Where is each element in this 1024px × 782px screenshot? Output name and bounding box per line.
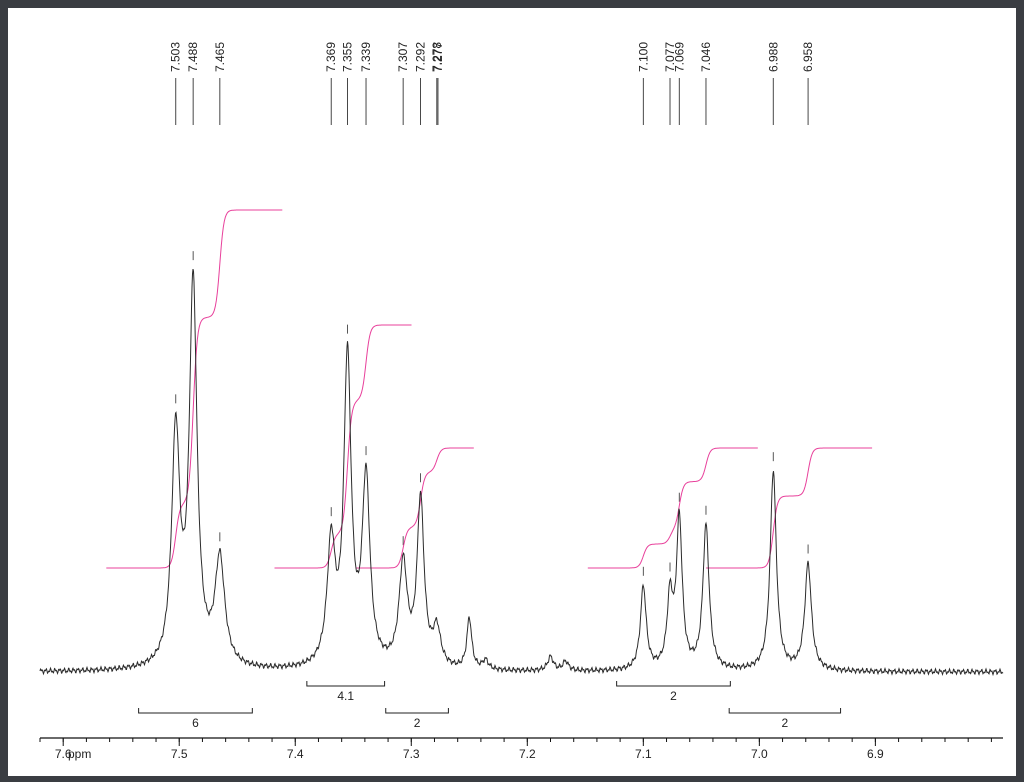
integral-value-label: 2 xyxy=(414,716,421,730)
x-axis-tick-label: 7.0 xyxy=(751,747,768,761)
x-axis: 7.6 7.5 7.4 7.3 7.2 7.1 7.0 6.9 ppm xyxy=(39,737,1003,761)
peak-label-text: 7.100 xyxy=(636,42,650,72)
integral-bracket xyxy=(728,708,842,714)
integral-curve xyxy=(355,447,474,569)
peak-label-text: 7.503 xyxy=(169,42,183,72)
x-axis-unit-label: ppm xyxy=(68,747,91,761)
integral-bracket xyxy=(385,708,449,714)
x-axis-tick-label: 7.4 xyxy=(287,747,304,761)
x-axis-tick-group: 7.6 7.5 7.4 7.3 7.2 7.1 7.0 6.9 xyxy=(39,738,992,761)
integral-value-label: 2 xyxy=(782,716,789,730)
peak-label-text: 7.307 xyxy=(396,42,410,72)
peak-label-text: 7.339 xyxy=(359,42,373,72)
integral-curve xyxy=(274,324,412,569)
peak-label-text: 6.988 xyxy=(766,42,780,72)
integral-value-label: 4.1 xyxy=(337,689,354,703)
integral-curve xyxy=(587,447,758,569)
peak-label-text: 7.069 xyxy=(672,42,686,72)
peak-label-text: 7.077 xyxy=(663,42,677,72)
integral-bracket xyxy=(616,681,731,687)
peak-label-text: 7.277 xyxy=(431,42,445,72)
peak-label-text: 7.046 xyxy=(699,42,713,72)
integral-bracket-group: 6 4.1 2 2 2 xyxy=(138,681,842,730)
peak-label-text: 7.355 xyxy=(340,42,354,72)
integral-curve xyxy=(106,209,283,569)
integral-value-label: 6 xyxy=(192,716,199,730)
x-axis-tick-label: 7.3 xyxy=(403,747,420,761)
peak-label-text: 7.278 xyxy=(430,42,444,72)
x-axis-tick-label: 7.5 xyxy=(171,747,188,761)
x-axis-tick-label: 6.9 xyxy=(867,747,884,761)
integral-bracket xyxy=(306,681,386,687)
peak-label-text: 6.958 xyxy=(801,42,815,72)
spectrum-panel: 7.503 7.488 7.465 7.369 7.355 7.339 7.307 7.292… xyxy=(8,8,1016,776)
integral-value-label: 2 xyxy=(670,689,677,703)
integral-curve xyxy=(706,447,873,569)
x-axis-tick-label: 7.1 xyxy=(635,747,652,761)
peak-label-text: 7.488 xyxy=(186,42,200,72)
nmr-spectrum-chart: 7.503 7.488 7.465 7.369 7.355 7.339 7.307 7.292… xyxy=(39,42,1004,761)
peak-label-text: 7.369 xyxy=(324,42,338,72)
integral-curve-group xyxy=(106,209,873,569)
peak-label-group: 7.503 7.488 7.465 7.369 7.355 7.339 7.307 7.292… xyxy=(169,42,815,576)
x-axis-tick-label: 7.6 xyxy=(55,747,72,761)
spectrum-trace xyxy=(39,268,1004,677)
x-axis-tick-label: 7.2 xyxy=(519,747,536,761)
integral-bracket xyxy=(138,708,253,714)
peak-label-text: 7.465 xyxy=(213,42,227,72)
peak-label-text: 7.292 xyxy=(414,42,428,72)
